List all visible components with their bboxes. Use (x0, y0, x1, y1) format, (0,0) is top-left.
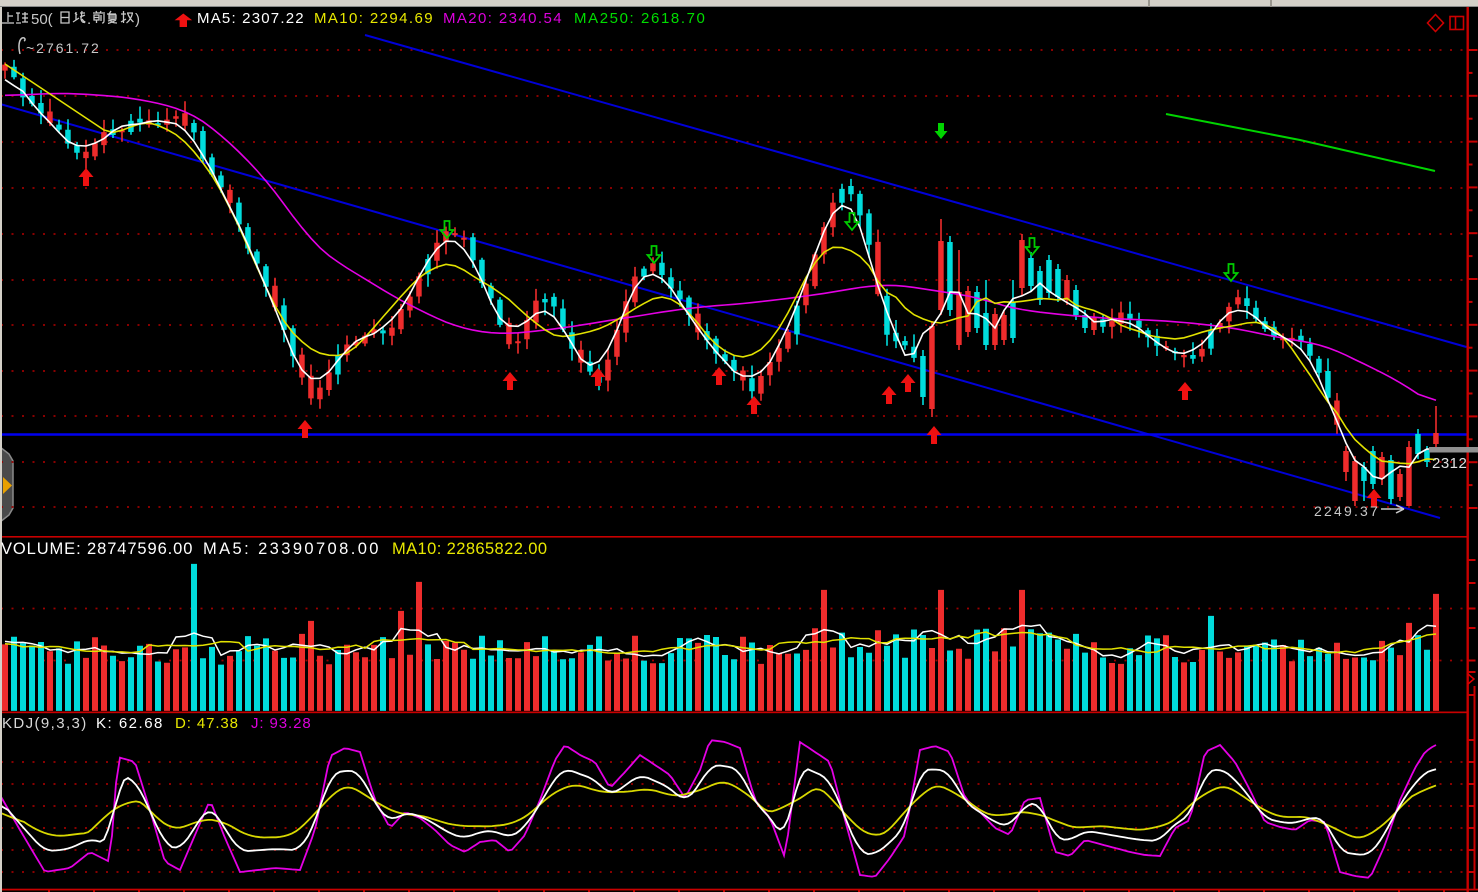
svg-text:50(: 50( (31, 11, 53, 28)
svg-text:.: . (87, 11, 91, 28)
svg-text:): ) (135, 11, 140, 28)
